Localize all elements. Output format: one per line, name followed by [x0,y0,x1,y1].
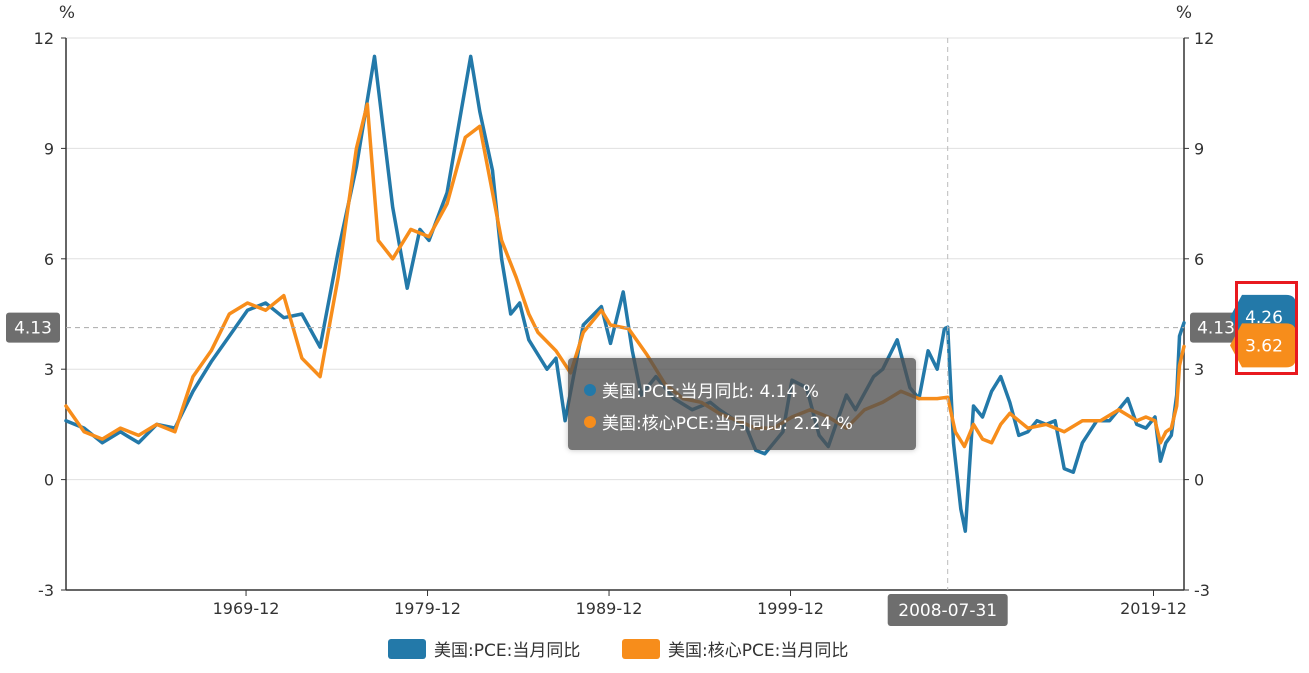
right-axis-unit: % [1176,3,1192,23]
crosshair-left-value-label: 4.13 [14,319,52,339]
legend-item-core[interactable]: 美国:核心PCE:当月同比 [622,636,848,661]
core-legend-swatch-icon [622,638,660,659]
pce-series-line [64,54,1186,533]
x-tick-label: 1999-12 [757,599,824,618]
crosshair-date-label: 2008-07-31 [898,601,997,621]
series-lines [64,54,1186,533]
tooltip-pce-text: 美国:PCE:当月同比: 4.14 % [602,382,819,402]
legend-item-pce[interactable]: 美国:PCE:当月同比 [388,636,580,661]
tooltip-core-text: 美国:核心PCE:当月同比: 2.24 % [602,414,853,434]
y-tick-label-right: -3 [1194,581,1210,600]
y-tick-label-right: 9 [1194,139,1204,158]
legend-pce-label: 美国:PCE:当月同比 [434,641,581,661]
x-tick-label: 1989-12 [576,599,643,618]
pce-legend-swatch-icon [388,638,426,659]
y-tick-label-right: 3 [1194,360,1204,379]
y-tick-label-left: -3 [38,581,54,600]
core-dot-icon [584,415,596,428]
pce-end-value-label: 4.26 [1245,308,1283,328]
crosshair-right-value-label: 4.13 [1197,319,1235,339]
x-tick-label: 2019-12 [1120,599,1187,618]
y-tick-label-left: 9 [44,139,54,158]
y-tick-label-right: 0 [1194,471,1204,490]
y-tick-label-left: 0 [44,471,54,490]
y-tick-label-right: 12 [1194,29,1214,48]
tooltip-row-pce: 美国:PCE:当月同比: 4.14 % [584,377,819,402]
x-tick-label: 1979-12 [394,599,461,618]
end-value-labels: 4.26 3.62 [1230,294,1296,368]
core-end-value-label: 3.62 [1245,336,1283,356]
legend-core-label: 美国:核心PCE:当月同比 [668,641,849,661]
crosshair-left-value-box [6,312,60,343]
x-tick-label: 1969-12 [213,599,280,618]
crosshair-right-value-box [1190,312,1242,343]
y-tick-label-left: 3 [44,360,54,379]
tooltip: 美国:PCE:当月同比: 4.14 % 美国:核心PCE:当月同比: 2.24 … [568,358,916,450]
y-tick-label-left: 6 [44,250,54,269]
core-end-value-box [1230,323,1296,368]
crosshair-date-box [887,594,1008,626]
y-tick-label-left: 12 [34,29,54,48]
tooltip-row-core: 美国:核心PCE:当月同比: 2.24 % [584,409,853,434]
left-axis-unit: % [59,3,75,23]
axes: % % -3 -3 0 0 3 3 6 6 9 9 12 12 1969-12 1979-12 1989-1… [34,3,1215,618]
y-tick-label-right: 6 [1194,250,1204,269]
end-values-highlight-box [1235,281,1298,375]
pce-dot-icon [584,383,596,396]
crosshair: 4.13 4.13 2008-07-31 [6,38,1242,626]
